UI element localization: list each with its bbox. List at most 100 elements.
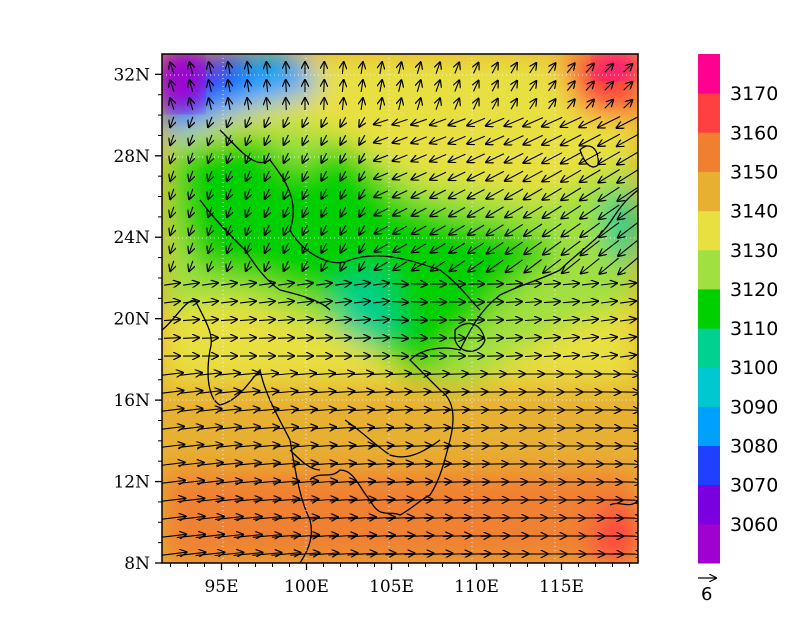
wind-vector (617, 151, 638, 165)
wind-vector (369, 409, 393, 410)
wind-vector (598, 133, 621, 146)
wind-vector (361, 80, 363, 92)
wind-vector (580, 204, 601, 218)
wind-vector (182, 338, 199, 339)
wind-vector (405, 499, 433, 500)
wind-vector (198, 391, 222, 394)
wind-vector (247, 98, 249, 110)
wind-vector (236, 409, 259, 411)
wind-vector (293, 373, 316, 375)
wind-vector (505, 284, 522, 285)
wind-vector (196, 499, 224, 502)
wind-vector (254, 463, 280, 465)
wind-vector (393, 207, 408, 215)
wind-vector (361, 62, 363, 74)
wind-vector (426, 410, 450, 411)
wind-vector (399, 62, 402, 74)
wind-vector (616, 410, 638, 411)
colorbar-label: 3170 (730, 83, 778, 105)
wind-vector (215, 517, 243, 520)
wind-vector (197, 445, 223, 448)
wind-vector (374, 172, 389, 179)
wind-vectors (162, 62, 638, 556)
wind-vector (424, 482, 451, 483)
wind-vector (179, 391, 203, 394)
wind-vector (189, 134, 193, 145)
wind-vector (617, 169, 638, 183)
wind-vector (367, 499, 395, 501)
wind-vector (581, 337, 598, 339)
colorbar-swatch (698, 171, 720, 212)
wind-vector (623, 64, 633, 73)
wind-vector (330, 427, 355, 429)
wind-vector (615, 446, 638, 447)
wind-vector (321, 224, 326, 235)
wind-vector (324, 62, 325, 75)
wind-vector (209, 62, 212, 74)
wind-vector (391, 356, 408, 357)
wind-vector (399, 80, 402, 92)
wind-vector (293, 409, 317, 411)
wind-vector (374, 208, 389, 216)
wind-vector (411, 136, 428, 143)
wind-vector (406, 445, 432, 446)
wind-vector (198, 409, 221, 412)
wind-vector (486, 188, 504, 199)
wind-vector (273, 427, 298, 429)
wind-vector (581, 240, 600, 256)
wind-vector (189, 62, 192, 74)
wind-vector (252, 553, 281, 556)
wind-vector (524, 259, 542, 273)
wind-vector (561, 152, 582, 164)
wind-vector (455, 98, 459, 110)
wind-vector (566, 99, 574, 110)
wind-vector (579, 116, 602, 127)
wind-vector (265, 224, 270, 235)
wind-vector (430, 136, 447, 144)
wind-vector (524, 188, 543, 200)
wind-vector (170, 116, 174, 127)
wind-vector (303, 188, 308, 199)
wind-vector (399, 98, 402, 110)
wind-vector (511, 81, 517, 92)
wind-vector (448, 118, 466, 126)
wind-vector (406, 463, 432, 464)
wind-vector (217, 409, 240, 411)
wind-vector (227, 224, 231, 235)
wind-vector (303, 116, 308, 127)
wind-vector (284, 188, 289, 199)
colorbar-label: 3130 (730, 240, 778, 262)
y-tick-label: 28N (113, 147, 150, 167)
wind-vector (310, 481, 337, 483)
wind-vector (201, 319, 218, 320)
wind-vector (374, 225, 388, 233)
wind-vector (374, 137, 389, 142)
wind-vector (170, 188, 174, 199)
wind-vector (392, 119, 408, 124)
wind-vector (284, 152, 289, 163)
wind-vector (359, 152, 365, 163)
wind-vector (247, 80, 249, 92)
wind-vector (599, 186, 620, 201)
wind-vector (449, 153, 466, 162)
wind-vector (334, 338, 351, 339)
wind-vector (386, 481, 413, 482)
wind-vector (601, 355, 617, 357)
wind-vector (254, 427, 279, 429)
x-axis: 95E 100E 105E 110E 115E (170, 563, 630, 597)
wind-vector (598, 151, 621, 164)
wind-vector (543, 355, 560, 356)
wind-vector (543, 337, 560, 338)
wind-vector (566, 63, 574, 74)
wind-vector (374, 190, 389, 197)
wind-vector (604, 64, 613, 73)
wind-vector (430, 171, 447, 180)
wind-vector (265, 206, 270, 217)
wind-vector (330, 445, 356, 447)
wind-vector (340, 152, 345, 163)
wind-vector (303, 170, 308, 181)
wind-vector (580, 187, 601, 201)
height-field (162, 54, 638, 563)
wind-vector (543, 258, 562, 273)
wind-vector (505, 338, 522, 339)
